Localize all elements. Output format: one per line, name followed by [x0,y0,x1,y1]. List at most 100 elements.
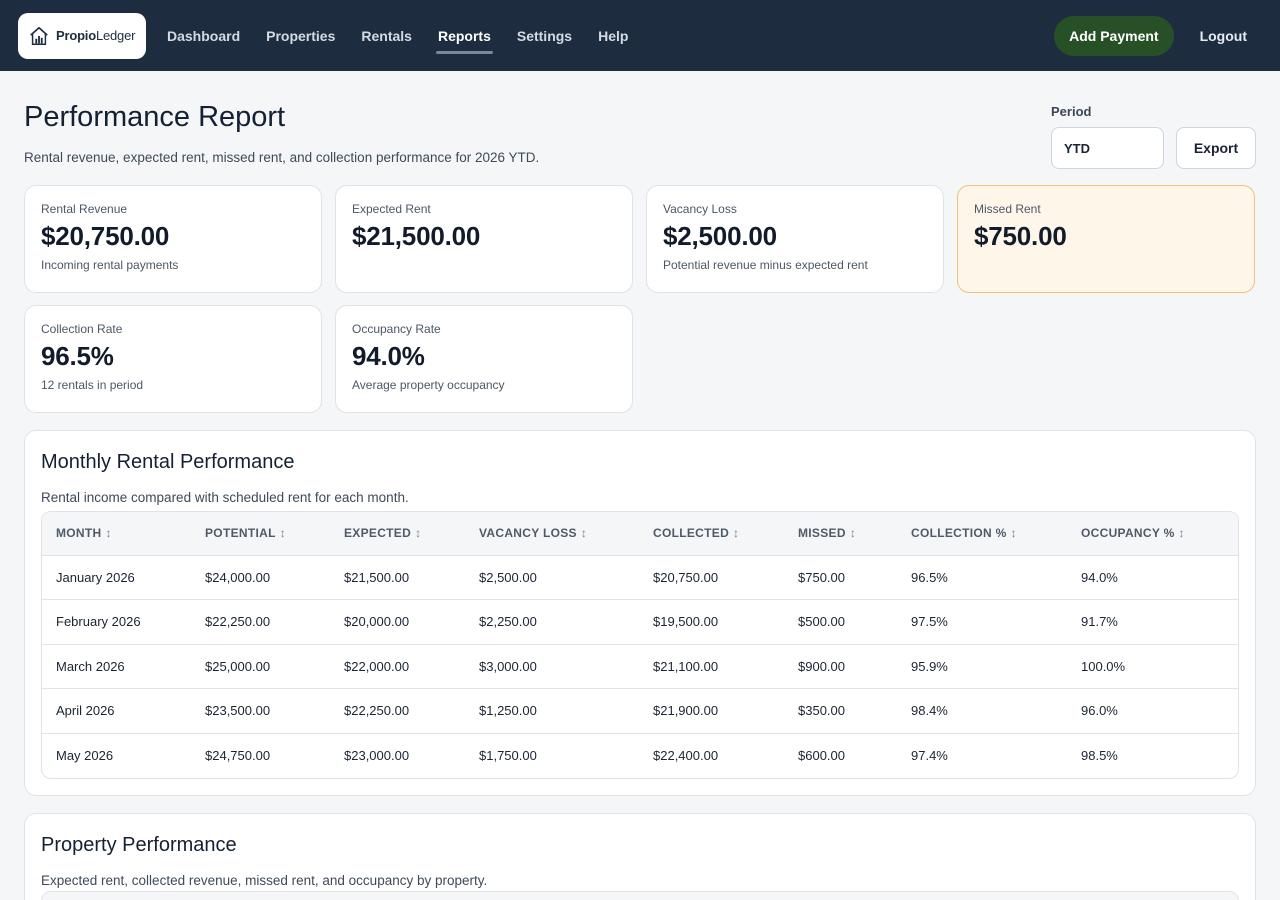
cell-occupancy-pct: 91.7% [1067,599,1238,645]
cell-potential: $23,500.00 [191,688,330,734]
sort-icon[interactable]: ↕ [415,526,422,541]
cell-expected: $20,000.00 [330,599,465,645]
card-value: $2,500.00 [663,221,777,251]
cell-missed: $900.00 [784,644,897,689]
card-label: Expected Rent [352,202,431,216]
card-value: $21,500.00 [352,221,481,251]
card-note: Average property occupancy [352,378,505,392]
sort-icon[interactable]: ↕ [1178,526,1185,541]
card-label: Missed Rent [974,202,1041,216]
sort-icon[interactable]: ↕ [733,526,740,541]
sort-icon[interactable]: ↕ [580,526,588,541]
cell-month: May 2026 [56,748,114,763]
main-nav: Dashboard Properties Rentals Reports Set… [154,0,641,71]
cell-month: March 2026 [42,644,191,689]
cell-missed: $750.00 [784,555,897,600]
card-occupancy-rate: Occupancy Rate 94.0% Average property oc… [335,305,633,413]
panel-title: Monthly Rental Performance [41,451,295,473]
card-note: 12 rentals in period [41,378,144,392]
column-header-potential[interactable]: POTENTIAL ↕ [191,512,330,556]
column-header-missed[interactable]: MISSED ↕ [784,512,897,556]
cell-collected: $21,100.00 [639,644,784,689]
table-row: March 2026 $25,000.00 $22,000.00 $3,000.00 $… [42,644,1238,689]
house-chart-icon [30,26,48,45]
nav-reports[interactable]: Reports [425,0,504,71]
column-label: COLLECTION % [911,526,1007,541]
sort-icon[interactable]: ↕ [849,526,857,541]
column-label: MISSED [798,526,846,541]
cell-collection-pct: 97.4% [911,748,948,763]
cell-potential: $25,000.00 [191,644,330,689]
sort-icon[interactable]: ↕ [105,526,112,541]
cell-occupancy-pct: 94.0% [1067,555,1238,600]
add-payment-button[interactable]: Add Payment [1054,15,1174,56]
cell-expected: $22,250.00 [330,688,465,734]
cell-collection-pct: 95.9% [897,644,1067,689]
cell-missed: $600.00 [798,748,845,763]
card-value: 94.0% [352,341,425,371]
nav-settings[interactable]: Settings [516,27,573,44]
column-label: COLLECTED [653,526,730,541]
period-select[interactable]: YTD [1051,127,1164,169]
cell-expected: $23,000.00 [344,748,410,763]
logout-link[interactable]: Logout [1199,27,1247,44]
column-header-occupancy-pct[interactable]: OCCUPANCY % ↕ [1067,512,1238,556]
period-label: Period [1051,104,1092,119]
nav-help[interactable]: Help [598,27,629,44]
column-label: VACANCY LOSS [479,526,577,541]
top-navbar: PropioLedger Dashboard Properties Rental… [0,0,1280,71]
page-subtitle: Rental revenue, expected rent, missed re… [24,150,540,165]
column-label: POTENTIAL [205,526,276,541]
cell-collection-pct: 96.5% [897,555,1067,600]
cell-missed: $350.00 [784,688,897,734]
card-value: $750.00 [974,221,1067,251]
card-expected-rent: Expected Rent $21,500.00 [335,185,633,293]
panel-title: Property Performance [41,833,237,856]
panel-subtitle: Expected rent, collected revenue, missed… [41,872,488,888]
summary-cards: Rental Revenue $20,750.00 Incoming renta… [24,185,1256,413]
cell-vacancy-loss: $1,750.00 [479,748,537,763]
cell-vacancy-loss: $2,250.00 [465,599,639,645]
cell-vacancy-loss: $3,000.00 [465,644,639,689]
nav-properties[interactable]: Properties [266,27,336,44]
cell-potential: $24,000.00 [191,555,330,600]
card-label: Collection Rate [41,322,123,336]
export-button[interactable]: Export [1176,127,1256,169]
column-header-month[interactable]: MONTH ↕ [42,512,191,556]
app-logo[interactable]: PropioLedger [18,12,146,59]
card-missed-rent: Missed Rent $750.00 [957,185,1255,293]
cell-expected: $22,000.00 [330,644,465,689]
cell-vacancy-loss: $1,250.00 [465,688,639,734]
nav-dashboard[interactable]: Dashboard [167,27,241,44]
sort-icon[interactable]: ↕ [1010,526,1017,541]
card-vacancy-loss: Vacancy Loss $2,500.00 Potential revenue… [646,185,944,293]
cell-occupancy-pct: 98.5% [1081,748,1118,763]
monthly-performance-panel: Monthly Rental Performance Rental income… [24,430,1256,796]
card-label: Vacancy Loss [663,202,737,216]
report-page: Performance Report Rental revenue, expec… [0,71,1280,900]
cell-month: January 2026 [42,555,191,600]
cell-potential: $24,750.00 [205,748,271,763]
cell-collected: $21,900.00 [639,688,784,734]
card-label: Rental Revenue [41,202,128,216]
column-header-vacancy-loss[interactable]: VACANCY LOSS ↕ [465,512,639,556]
card-value: $20,750.00 [41,221,170,251]
column-label: OCCUPANCY % [1081,526,1175,541]
column-label: MONTH [56,526,102,541]
cell-potential: $22,250.00 [191,599,330,645]
column-label: EXPECTED [344,526,412,541]
cell-month: April 2026 [42,688,191,734]
column-header-collected[interactable]: COLLECTED ↕ [639,512,784,556]
table-row: May 2026 $24,750.00 $23,000.00 $1,750.00 $22… [42,733,1238,778]
table-header-row: MONTH ↕ POTENTIAL ↕ EXPECTED ↕ VACANCY LOSS ↕ CO… [42,512,1238,556]
card-collection-rate: Collection Rate 96.5% 12 rentals in peri… [24,305,322,413]
sort-icon[interactable]: ↕ [279,526,287,541]
cell-collection-pct: 98.4% [897,688,1067,734]
cell-month: February 2026 [42,599,191,645]
card-value: 96.5% [41,341,114,371]
column-header-collection-pct[interactable]: COLLECTION % ↕ [897,512,1067,556]
nav-rentals[interactable]: Rentals [361,27,412,44]
table-row: April 2026 $23,500.00 $22,250.00 $1,250.00 $… [42,688,1238,734]
cell-collected: $22,400.00 [653,748,719,763]
column-header-expected[interactable]: EXPECTED ↕ [330,512,465,556]
